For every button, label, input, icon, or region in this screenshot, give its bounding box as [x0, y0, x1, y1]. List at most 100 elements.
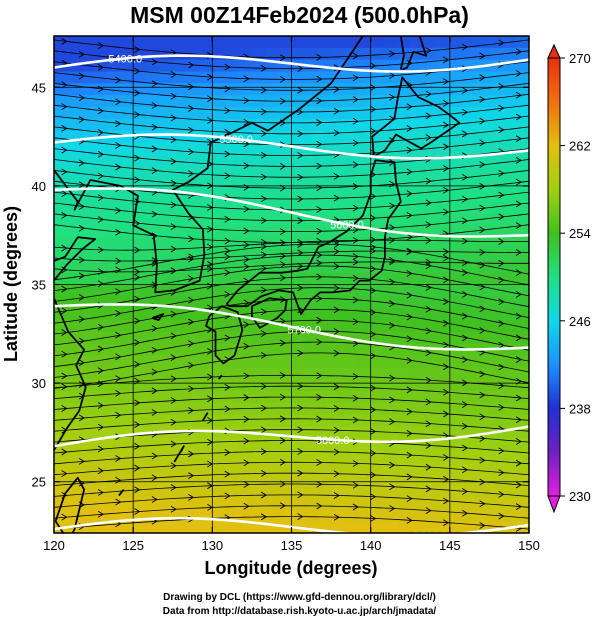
field-cell — [463, 237, 477, 250]
wind-arrow — [515, 157, 522, 164]
field-cell — [383, 367, 398, 380]
field-cell — [436, 331, 451, 345]
wind-arrow — [61, 81, 68, 89]
field-cell — [397, 379, 411, 392]
field-cell — [370, 497, 385, 510]
field-cell — [185, 473, 200, 487]
field-cell — [410, 130, 425, 144]
height-contour — [54, 54, 529, 73]
field-cell — [397, 107, 411, 120]
field-cell — [133, 83, 147, 96]
wind-arrow — [151, 210, 158, 218]
field-cell — [317, 485, 332, 499]
field-cell — [251, 379, 266, 392]
field-cell — [106, 509, 121, 522]
field-cell — [238, 402, 253, 416]
wind-arrow — [515, 416, 522, 424]
wind-arrow — [333, 194, 340, 202]
wind-arrow — [316, 53, 323, 61]
wind-arrow — [462, 217, 469, 225]
wind-arrow — [188, 170, 195, 178]
field-cell — [370, 95, 385, 108]
field-cell — [199, 450, 213, 463]
field-cell — [463, 213, 477, 226]
field-cell — [133, 71, 147, 84]
wind-arrow — [207, 438, 214, 446]
field-cell — [489, 154, 504, 167]
field-cell — [278, 485, 293, 499]
field-cell — [357, 284, 372, 297]
streamline — [54, 341, 529, 378]
field-cell — [463, 201, 477, 215]
wind-arrow — [297, 130, 304, 138]
field-cell — [304, 237, 319, 250]
field-cell — [146, 485, 161, 499]
wind-arrow — [207, 348, 214, 355]
wind-arrow — [188, 494, 195, 501]
field-cell — [199, 83, 213, 96]
wind-arrow — [115, 353, 122, 361]
field-cell — [265, 178, 279, 191]
field-cell — [410, 414, 425, 428]
field-cell — [304, 438, 319, 451]
wind-arrow — [134, 154, 141, 162]
wind-arrow — [515, 356, 522, 363]
field-cell — [463, 355, 477, 368]
wind-arrow — [297, 284, 304, 292]
wind-arrow — [279, 76, 287, 83]
field-cell — [185, 59, 200, 73]
field-cell — [317, 414, 332, 428]
field-cell — [265, 509, 279, 522]
field-cell — [278, 47, 293, 61]
field-cell — [291, 83, 306, 96]
field-cell — [238, 201, 253, 215]
field-cell — [463, 391, 477, 404]
field-cell — [304, 118, 319, 132]
colorbar-min-arrow — [547, 495, 561, 514]
wind-arrow — [443, 165, 450, 172]
wind-arrow — [260, 448, 268, 455]
field-cell — [225, 249, 240, 262]
wind-arrow — [333, 284, 340, 292]
field-cell — [80, 154, 95, 167]
wind-arrow — [260, 64, 268, 72]
field-cell — [436, 83, 451, 96]
field-cell — [106, 272, 121, 286]
streamline — [54, 191, 529, 211]
field-cell — [146, 367, 161, 380]
field-cell — [67, 249, 81, 262]
wind-arrow — [170, 332, 177, 340]
field-cell — [106, 331, 121, 345]
field-cell — [476, 95, 491, 108]
wind-arrow — [279, 437, 287, 444]
field-cell — [54, 47, 68, 61]
field-cell — [397, 118, 411, 132]
wind-arrow — [462, 43, 469, 51]
field-cell — [304, 379, 319, 392]
field-cell — [133, 154, 147, 167]
wind-arrow — [389, 374, 396, 382]
field-cell — [317, 130, 332, 144]
field-cell — [159, 450, 174, 463]
field-cell — [383, 379, 398, 392]
field-cell — [93, 438, 108, 451]
wind-arrow — [243, 372, 250, 380]
field-cell — [304, 473, 319, 487]
wind-arrow — [279, 371, 287, 379]
field-cell — [423, 320, 438, 333]
wind-arrow — [279, 339, 287, 347]
field-cell — [331, 462, 345, 475]
field-cell — [93, 391, 108, 404]
field-cell — [463, 71, 477, 84]
field-cell — [199, 36, 213, 49]
wind-arrow — [406, 430, 413, 437]
wind-arrow — [151, 496, 158, 503]
field-cell — [489, 201, 504, 215]
wind-arrow — [406, 270, 413, 277]
field-cell — [67, 473, 81, 487]
wind-arrow — [97, 172, 104, 180]
field-cell — [370, 391, 385, 404]
field-cell — [172, 473, 187, 487]
field-cell — [106, 71, 121, 84]
field-cell — [212, 485, 227, 499]
